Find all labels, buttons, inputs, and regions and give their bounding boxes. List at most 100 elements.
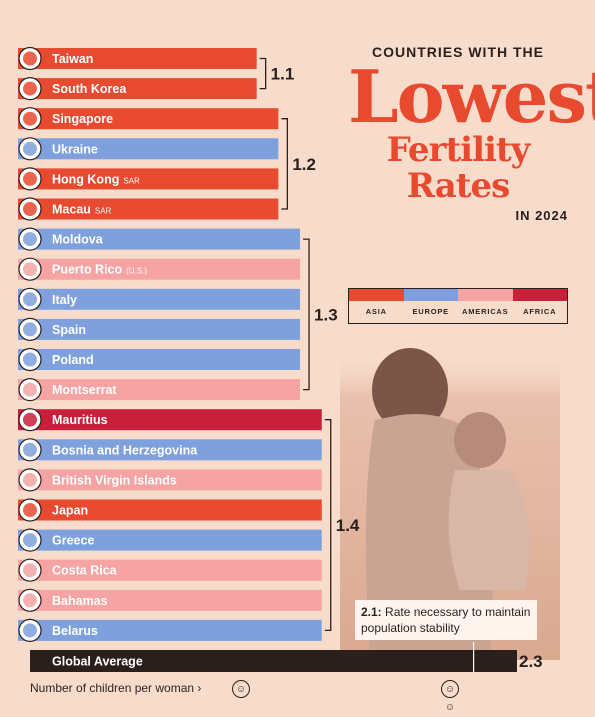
bar-hong-kong bbox=[18, 168, 279, 190]
flag-fill bbox=[23, 202, 37, 216]
flag-fill bbox=[23, 442, 37, 457]
bar-label: Bahamas bbox=[52, 594, 108, 608]
flag-icon bbox=[18, 317, 42, 341]
legend-swatch-africa bbox=[512, 289, 567, 301]
legend-label-europe: EUROPE bbox=[412, 307, 449, 316]
flag-fill bbox=[23, 171, 37, 186]
flag-fill bbox=[23, 503, 37, 517]
flag-icon bbox=[18, 227, 42, 251]
flag-fill bbox=[23, 472, 37, 487]
flag-fill bbox=[23, 141, 37, 156]
flag-icon bbox=[18, 378, 42, 402]
bar-greece bbox=[18, 529, 322, 551]
bar-macau bbox=[18, 198, 279, 220]
bar-taiwan bbox=[18, 48, 257, 69]
bar-label: Spain bbox=[52, 323, 86, 337]
bar-label: South Korea bbox=[52, 82, 127, 96]
bar-italy bbox=[18, 288, 301, 310]
flag-fill bbox=[23, 51, 37, 66]
bar-label: Puerto Rico (U.S.) bbox=[52, 263, 147, 277]
group-bracket bbox=[303, 238, 310, 391]
bar-label: Bosnia and Herzegovina bbox=[52, 443, 198, 457]
bar-moldova bbox=[18, 228, 301, 250]
flag-fill bbox=[23, 322, 37, 337]
flag-icon bbox=[18, 197, 42, 221]
flag-fill bbox=[23, 111, 37, 126]
bar-puerto-rico bbox=[18, 258, 301, 280]
flag-fill bbox=[23, 352, 37, 367]
flag-fill bbox=[23, 593, 37, 608]
flag-fill bbox=[23, 382, 37, 397]
group-value-label: 1.3 bbox=[314, 305, 338, 324]
flag-icon bbox=[18, 558, 42, 582]
note-text: Rate necessary to maintain population st… bbox=[361, 605, 531, 635]
flag-icon bbox=[18, 137, 42, 161]
group-bracket bbox=[281, 118, 288, 210]
bar-label: British Virgin Islands bbox=[52, 473, 177, 487]
bar-label: Singapore bbox=[52, 112, 113, 126]
flag-icon bbox=[18, 528, 42, 552]
flag-fill bbox=[23, 81, 37, 96]
bar-bosnia-and-herzegovina bbox=[18, 439, 322, 461]
bar-label: Moldova bbox=[52, 233, 104, 247]
flag-icon bbox=[18, 257, 42, 281]
flag-icon bbox=[18, 468, 42, 492]
global-average-label: Global Average bbox=[52, 655, 143, 669]
bar-label: Greece bbox=[52, 534, 94, 548]
title-line2: Lowest bbox=[348, 54, 595, 139]
bar-spain bbox=[18, 318, 301, 340]
legend-swatch-americas bbox=[458, 289, 513, 301]
bar-label: Ukraine bbox=[52, 142, 98, 156]
flag-icon bbox=[18, 347, 42, 372]
bar-mauritius bbox=[18, 409, 322, 431]
flag-icon bbox=[18, 408, 42, 432]
title-line1: COUNTRIES WITH THE bbox=[372, 44, 544, 60]
group-bracket bbox=[324, 419, 332, 632]
bar-south-korea bbox=[18, 78, 257, 100]
flag-icon bbox=[18, 618, 42, 643]
group-bracket bbox=[259, 57, 267, 90]
flag-fill bbox=[23, 623, 37, 638]
bar-japan bbox=[18, 499, 322, 521]
bar-label: Hong Kong SAR bbox=[52, 172, 140, 186]
group-value-label: 1.2 bbox=[292, 155, 316, 174]
flag-fill bbox=[23, 412, 37, 427]
bar-singapore bbox=[18, 108, 279, 130]
reference-note: 2.1: Rate necessary to maintain populati… bbox=[355, 600, 537, 640]
bar-label: Japan bbox=[52, 504, 88, 518]
legend-label-asia: ASIA bbox=[365, 307, 387, 316]
bar-ukraine bbox=[18, 138, 279, 160]
bar-label: Taiwan bbox=[52, 52, 93, 66]
bar-label: Costa Rica bbox=[52, 564, 118, 578]
bar-label: Mauritius bbox=[52, 413, 108, 427]
legend-label-americas: AMERICAS bbox=[462, 307, 509, 316]
flag-fill bbox=[23, 262, 37, 277]
flag-fill bbox=[23, 563, 37, 578]
flag-fill bbox=[23, 533, 37, 548]
couple-icon: ☺☺ bbox=[441, 680, 459, 713]
flag-fill bbox=[23, 292, 37, 307]
bar-costa-rica bbox=[18, 559, 322, 581]
bar-belarus bbox=[18, 619, 322, 641]
flag-icon bbox=[18, 76, 42, 101]
flag-fill bbox=[23, 232, 37, 247]
axis-label: Number of children per woman › bbox=[30, 681, 202, 695]
bar-label: Italy bbox=[52, 293, 77, 307]
flag-icon bbox=[18, 46, 42, 71]
legend-swatch-asia bbox=[349, 289, 404, 301]
bar-bahamas bbox=[18, 589, 322, 611]
legend-swatch-europe bbox=[403, 289, 458, 301]
flag-icon bbox=[18, 107, 42, 131]
title-line4: IN 2024 bbox=[515, 208, 568, 223]
flag-icon bbox=[18, 167, 42, 191]
bar-poland bbox=[18, 349, 301, 370]
child-icon: ☺ bbox=[232, 680, 250, 698]
bar-label: Belarus bbox=[52, 624, 98, 638]
flag-icon bbox=[18, 498, 42, 522]
flag-icon bbox=[18, 287, 42, 311]
bar-label: Montserrat bbox=[52, 383, 117, 397]
bar-montserrat bbox=[18, 379, 301, 401]
flag-icon bbox=[18, 438, 42, 462]
bar-british-virgin-islands bbox=[18, 469, 322, 491]
